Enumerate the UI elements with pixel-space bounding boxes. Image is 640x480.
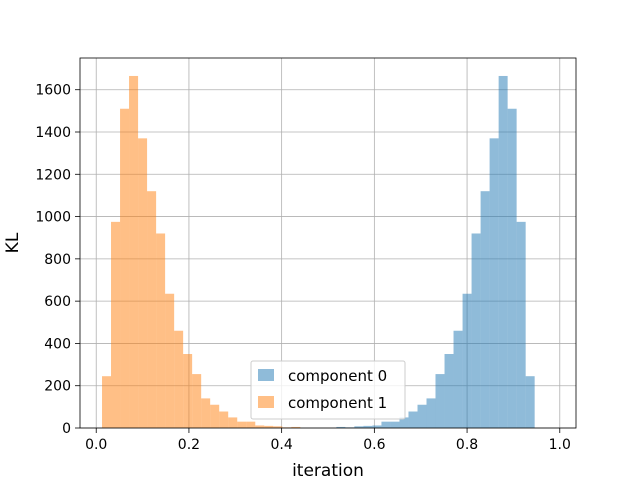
bar-series-0-bin-40 <box>462 293 472 428</box>
bar-series-0-bin-33 <box>399 417 409 428</box>
bar-series-0-bin-44 <box>498 75 508 428</box>
bar-series-0-bin-28 <box>354 426 364 428</box>
bar-series-1-bin-15 <box>237 421 247 428</box>
bar-series-1-bin-6 <box>156 233 166 428</box>
y-axis: 0 200 400 600 800 1000 1200 1400 1600 <box>35 83 80 437</box>
bar-series-0-bin-47 <box>525 376 535 428</box>
legend-label-component-1: component 1 <box>288 394 387 412</box>
bars <box>102 75 535 429</box>
x-tick-label-2: 0.4 <box>271 437 293 453</box>
bar-series-1-bin-19 <box>273 426 283 428</box>
y-tick-label-1: 200 <box>44 379 71 395</box>
bar-series-0-bin-43 <box>489 138 499 429</box>
x-tick-label-1: 0.2 <box>178 437 200 453</box>
x-axis-label: iteration <box>292 461 364 480</box>
bar-series-0-bin-37 <box>435 374 445 428</box>
y-tick-label-3: 600 <box>44 294 71 310</box>
bar-series-1-bin-16 <box>246 421 256 428</box>
y-tick-label-5: 1000 <box>35 210 71 226</box>
bar-series-0-bin-39 <box>453 330 463 428</box>
y-tick-label-0: 0 <box>62 421 71 437</box>
bar-series-0-bin-38 <box>444 354 454 428</box>
bar-series-1-bin-11 <box>201 398 211 428</box>
bar-series-1-bin-8 <box>174 330 184 428</box>
bar-series-0-bin-30 <box>372 425 382 428</box>
bar-series-0-bin-32 <box>390 421 400 428</box>
bar-series-1-bin-5 <box>147 191 157 428</box>
bar-series-1-bin-18 <box>264 425 274 428</box>
bar-series-1-bin-10 <box>192 374 202 428</box>
legend-swatch-component-0 <box>258 369 274 381</box>
y-tick-label-2: 400 <box>44 336 71 352</box>
bar-series-0-bin-35 <box>417 404 427 428</box>
bar-series-0-bin-46 <box>516 221 526 428</box>
y-tick-label-7: 1400 <box>35 125 71 141</box>
bar-series-1-bin-9 <box>183 354 193 428</box>
y-tick-label-4: 800 <box>44 252 71 268</box>
bar-series-0-bin-29 <box>363 425 373 428</box>
bar-series-0-bin-45 <box>507 108 517 428</box>
bar-series-0-bin-26 <box>336 426 346 428</box>
bar-series-0-bin-34 <box>408 411 418 428</box>
bar-series-1-bin-4 <box>138 138 148 429</box>
x-tick-label-3: 0.6 <box>363 437 385 453</box>
bar-series-1-bin-2 <box>120 108 130 428</box>
bar-series-1-bin-3 <box>129 75 139 428</box>
y-axis-label: KL <box>3 232 23 253</box>
y-tick-label-6: 1200 <box>35 167 71 183</box>
x-axis: 0.0 0.2 0.4 0.6 0.8 1.0 <box>85 428 571 453</box>
y-tick-label-8: 1600 <box>35 83 71 99</box>
bar-series-1-bin-21 <box>291 426 301 428</box>
x-tick-label-0: 0.0 <box>85 437 107 453</box>
bar-series-1-bin-7 <box>165 293 175 428</box>
plot-frame <box>79 57 577 429</box>
bar-series-1-bin-13 <box>219 411 229 428</box>
bar-series-0-bin-42 <box>480 191 490 428</box>
legend-label-component-0: component 0 <box>288 367 387 385</box>
bar-series-0-bin-31 <box>381 421 391 428</box>
bar-series-0-bin-41 <box>471 233 481 428</box>
legend-swatch-component-1 <box>258 396 274 408</box>
bar-series-1-bin-12 <box>210 404 220 428</box>
legend: component 0 component 1 <box>250 360 406 420</box>
x-tick-label-5: 1.0 <box>549 437 571 453</box>
bar-series-0-bin-36 <box>426 398 436 428</box>
bar-series-1-bin-14 <box>228 417 238 428</box>
bar-series-1-bin-1 <box>111 221 121 428</box>
bar-series-1-bin-0 <box>102 376 112 428</box>
x-tick-label-4: 0.8 <box>456 437 478 453</box>
bar-series-1-bin-17 <box>255 425 265 428</box>
legend-box <box>250 360 406 420</box>
